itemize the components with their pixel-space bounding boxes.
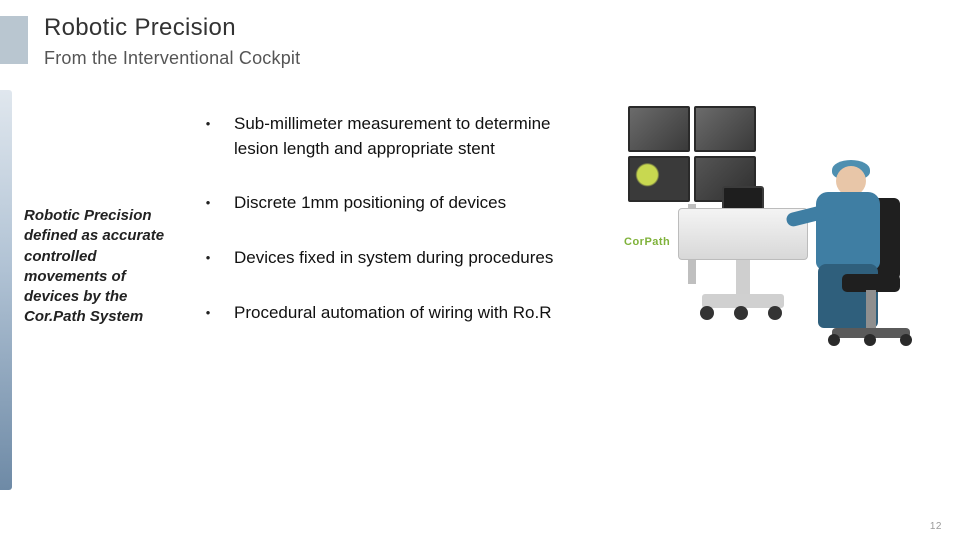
slide-subtitle: From the Interventional Cockpit — [44, 48, 300, 69]
title-accent-bar — [0, 16, 28, 64]
bullet-text: Devices fixed in system during procedure… — [216, 246, 580, 271]
console-brand-label: CorPath — [624, 236, 670, 248]
definition-body: Robotic Precision defined as accurate co… — [24, 207, 164, 325]
operator-icon — [772, 156, 922, 376]
bullet-text: Procedural automation of wiring with Ro.… — [216, 301, 580, 326]
console-stem-icon — [736, 260, 750, 298]
caster-icon — [864, 334, 876, 346]
bullet-dot-icon: • — [200, 112, 216, 134]
list-item: • Sub-millimeter measurement to determin… — [200, 112, 580, 161]
slide-title: Robotic Precision — [44, 14, 236, 42]
caster-icon — [900, 334, 912, 346]
slide: Robotic Precision From the Interventiona… — [0, 0, 960, 540]
monitor-icon — [628, 106, 690, 152]
caster-icon — [828, 334, 840, 346]
bullet-dot-icon: • — [200, 301, 216, 323]
bullet-text: Sub-millimeter measurement to determine … — [216, 112, 580, 161]
monitor-icon — [628, 156, 690, 202]
left-gradient-strip — [0, 90, 12, 490]
page-number: 12 — [930, 521, 942, 532]
definition-text: Robotic Precision defined as accurate co… — [24, 206, 184, 328]
bullet-dot-icon: • — [200, 246, 216, 268]
cockpit-illustration: CorPath — [618, 100, 928, 380]
wheel-icon — [700, 306, 714, 320]
chair-post-icon — [866, 290, 876, 332]
bullet-list: • Sub-millimeter measurement to determin… — [200, 112, 580, 355]
monitor-icon — [694, 106, 756, 152]
list-item: • Devices fixed in system during procedu… — [200, 246, 580, 271]
bullet-text: Discrete 1mm positioning of devices — [216, 191, 580, 216]
list-item: • Procedural automation of wiring with R… — [200, 301, 580, 326]
bullet-dot-icon: • — [200, 191, 216, 213]
wheel-icon — [734, 306, 748, 320]
list-item: • Discrete 1mm positioning of devices — [200, 191, 580, 216]
